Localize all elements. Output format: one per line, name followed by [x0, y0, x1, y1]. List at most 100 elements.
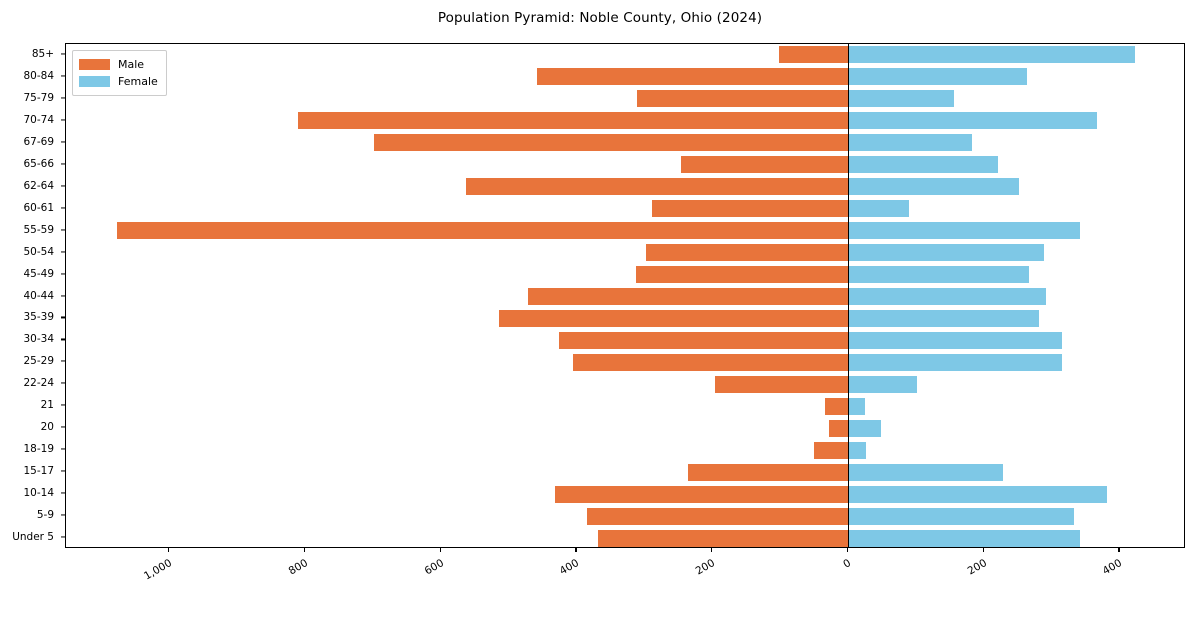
y-tick-label: 65-66: [23, 157, 54, 170]
bar-female-85-: [847, 46, 1136, 64]
legend-item-female: Female: [79, 73, 158, 90]
y-tick-label: 15-17: [23, 465, 54, 478]
y-tick-mark: [61, 97, 65, 99]
bar-male-10-14: [555, 485, 848, 503]
x-tick-label: 200: [693, 557, 718, 578]
chart-title: Population Pyramid: Noble County, Ohio (…: [437, 10, 763, 26]
y-tick-label: 62-64: [23, 179, 54, 192]
y-tick-mark: [61, 251, 65, 253]
y-tick-label: 25-29: [23, 355, 54, 368]
bar-female-40-44: [847, 288, 1047, 305]
bar-male-22-24: [714, 375, 848, 393]
y-tick-label: 85+: [31, 47, 54, 60]
bar-female-18-19: [847, 441, 867, 459]
chart-legend: Male Female: [72, 50, 167, 96]
bars-container: [66, 44, 1184, 547]
bar-male-5-9: [587, 507, 848, 525]
y-tick-label: 55-59: [23, 223, 54, 236]
plot-area: [65, 43, 1185, 548]
bar-male-62-64: [465, 178, 848, 196]
bar-male-15-17: [687, 463, 848, 481]
bar-female-75-79: [847, 90, 954, 108]
x-tick-mark: [168, 548, 170, 552]
y-tick-label: 18-19: [23, 443, 54, 456]
bar-male-85-: [778, 46, 848, 64]
bar-female-70-74: [847, 112, 1098, 130]
bar-male-70-74: [298, 112, 848, 130]
bar-male-under-5: [598, 529, 848, 547]
bar-male-80-84: [537, 68, 848, 86]
bar-female-55-59: [847, 222, 1081, 240]
bar-male-67-69: [374, 134, 848, 152]
bar-male-18-19: [814, 441, 848, 459]
bar-female-20: [847, 419, 882, 437]
y-tick-label: 45-49: [23, 267, 54, 280]
y-tick-label: 75-79: [23, 91, 54, 104]
y-tick-mark: [61, 163, 65, 165]
y-tick-mark: [61, 536, 65, 538]
y-tick-mark: [61, 492, 65, 494]
x-tick-mark: [846, 548, 849, 552]
y-tick-mark: [61, 360, 65, 362]
y-tick-mark: [61, 272, 65, 275]
y-tick-mark: [61, 141, 65, 143]
y-tick-label: Under 5: [12, 531, 54, 544]
bar-male-65-66: [680, 156, 848, 174]
y-tick-label: 22-24: [23, 377, 54, 390]
x-tick-label: 200: [965, 557, 989, 578]
bar-female-under-5: [847, 529, 1081, 547]
bar-female-50-54: [847, 244, 1045, 262]
x-tick-mark: [575, 548, 577, 552]
bar-male-60-61: [652, 200, 848, 218]
y-tick-label: 60-61: [23, 201, 54, 214]
bar-male-75-79: [636, 90, 848, 108]
y-tick-mark: [61, 207, 65, 209]
bar-female-80-84: [847, 68, 1028, 86]
y-tick-mark: [61, 185, 65, 187]
y-tick-mark: [61, 75, 65, 77]
bar-male-45-49: [636, 266, 848, 284]
x-tick-mark: [711, 548, 713, 552]
x-tick-label: 1,000: [142, 557, 175, 583]
y-tick-label: 67-69: [23, 135, 54, 148]
bar-female-5-9: [847, 507, 1074, 525]
bar-female-30-34: [847, 331, 1062, 349]
bar-female-35-39: [847, 309, 1039, 327]
x-tick-label: 800: [286, 557, 310, 578]
y-tick-mark: [61, 404, 65, 406]
y-tick-label: 5-9: [36, 509, 54, 522]
x-tick-mark: [303, 548, 306, 552]
y-tick-mark: [61, 448, 65, 450]
bar-female-10-14: [847, 485, 1107, 503]
bar-male-50-54: [646, 244, 848, 262]
legend-label-male: Male: [118, 58, 145, 71]
bar-male-55-59: [116, 222, 848, 240]
y-tick-label: 40-44: [23, 289, 54, 302]
bar-male-35-39: [499, 309, 848, 327]
y-tick-mark: [61, 119, 65, 121]
bar-female-45-49: [847, 266, 1030, 284]
legend-swatch-female-icon: [79, 76, 110, 87]
y-tick-label: 20: [40, 421, 54, 434]
y-tick-mark: [61, 514, 65, 516]
y-tick-mark: [61, 53, 65, 55]
y-tick-label: 80-84: [23, 69, 54, 82]
bar-female-21: [847, 397, 865, 415]
y-tick-label: 10-14: [23, 487, 54, 500]
bar-male-20: [828, 419, 848, 437]
bar-female-25-29: [847, 353, 1062, 371]
legend-item-male: Male: [79, 56, 158, 73]
y-tick-mark: [61, 229, 65, 231]
x-axis: 1,000 800 600 400 200 0 200 400: [65, 548, 1185, 600]
bar-female-65-66: [847, 156, 998, 174]
y-tick-label: 30-34: [23, 333, 54, 346]
bar-male-30-34: [558, 331, 848, 349]
y-tick-mark: [61, 426, 65, 428]
x-tick-mark: [1118, 548, 1120, 552]
bar-female-60-61: [847, 200, 910, 218]
bar-female-62-64: [847, 178, 1019, 196]
y-tick-mark: [61, 316, 65, 318]
bar-female-15-17: [847, 463, 1003, 481]
x-tick-label: 400: [558, 557, 582, 578]
bar-male-25-29: [573, 353, 848, 371]
